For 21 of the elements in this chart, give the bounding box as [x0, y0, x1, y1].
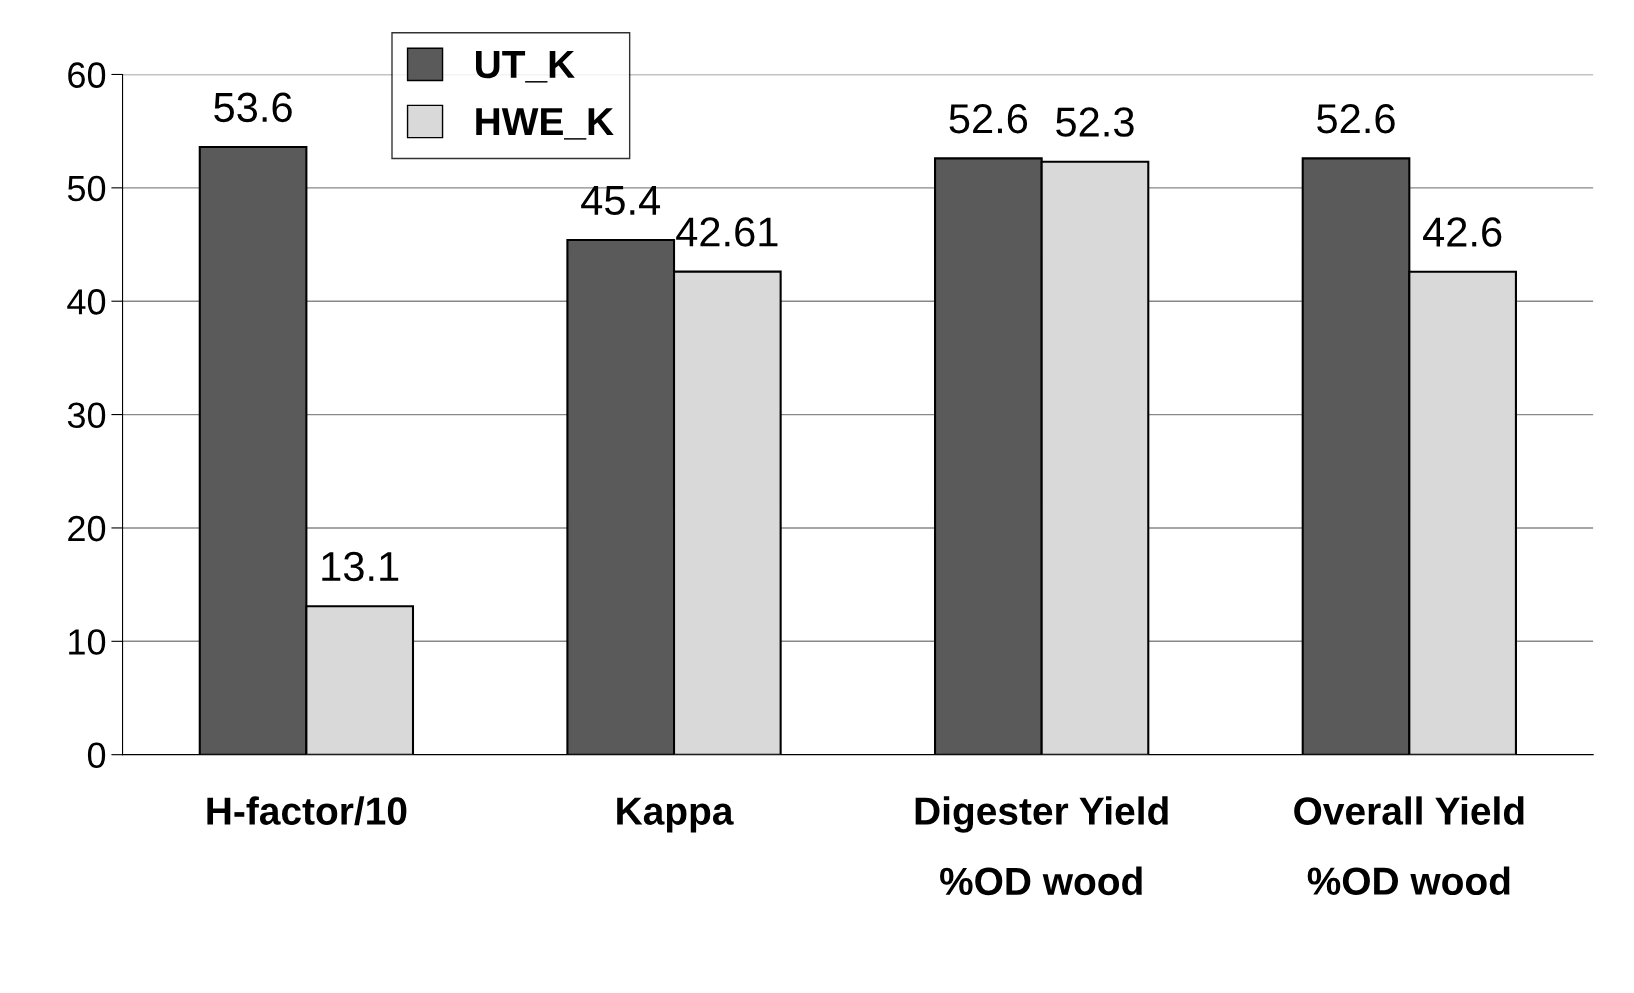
y-tick-label: 20	[68, 515, 106, 542]
y-tick-label: 40	[67, 289, 106, 315]
y-tick-label: 10	[69, 629, 106, 655]
y-tick-label: 0	[87, 742, 106, 769]
x-tick-label: Overall Yield %OD wood	[1294, 796, 1524, 895]
x-tick-label: Kappa	[617, 797, 734, 833]
data-label: 52.6	[949, 103, 1028, 134]
y-tick-label: 50	[67, 175, 106, 202]
data-label: 52.3	[1056, 107, 1134, 137]
data-label: 45.4	[581, 186, 661, 216]
legend-label: HWE_K	[476, 108, 614, 140]
data-label: 42.6	[1423, 217, 1502, 247]
x-tick-label: H-factor/10	[207, 796, 407, 826]
data-label: 13.1	[322, 551, 399, 582]
data-label: 42.61	[676, 217, 778, 247]
data-label: 52.6	[1317, 103, 1395, 134]
data-label: 53.6	[214, 92, 292, 123]
x-tick-label: Digester Yield %OD wood	[915, 796, 1168, 896]
y-tick-label: 30	[67, 402, 106, 429]
y-tick-label: 60	[68, 62, 106, 88]
legend-label: UT_K	[476, 51, 575, 83]
